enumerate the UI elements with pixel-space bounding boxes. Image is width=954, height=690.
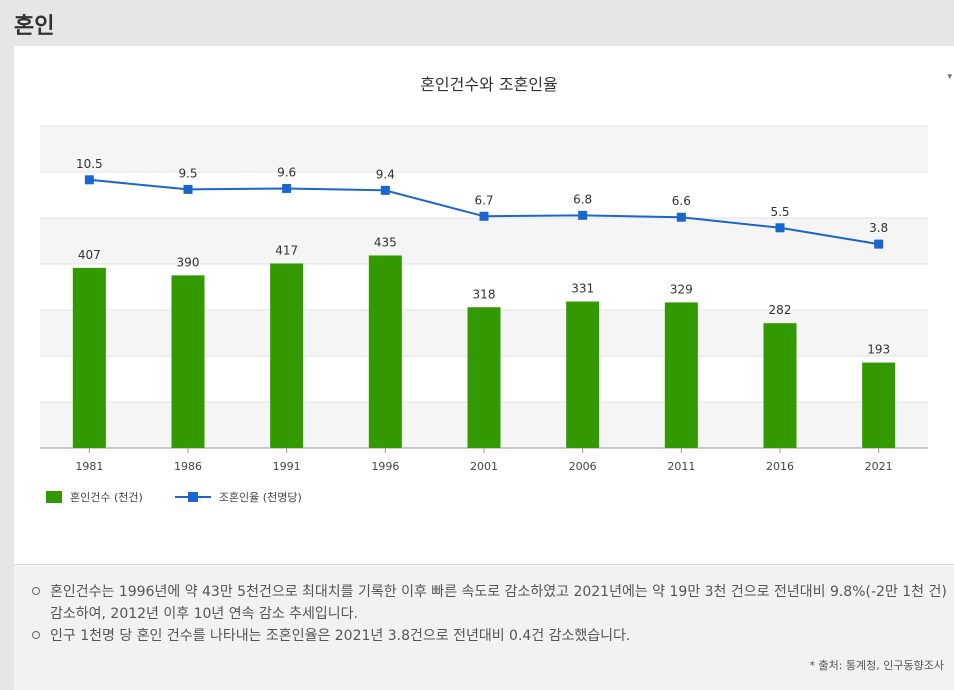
grid-band bbox=[40, 126, 928, 172]
x-tick-label: 1996 bbox=[371, 460, 399, 473]
grid-band bbox=[40, 172, 928, 218]
marriage-chart: 407 390 417 435 318 331 329 282 193 10.5 9.5 9.6 9.… bbox=[40, 75, 928, 473]
notes-box: 혼인건수는 1996년에 약 43만 5천건으로 최대치를 기록한 이후 빠른 … bbox=[14, 564, 954, 690]
bar-value-label: 329 bbox=[670, 282, 693, 296]
bar-value-label: 331 bbox=[571, 281, 594, 295]
x-tick-label: 1981 bbox=[75, 460, 103, 473]
line-point[interactable] bbox=[578, 210, 588, 220]
panel-edge-mark: ▾ bbox=[947, 72, 952, 82]
line-value-label: 5.5 bbox=[770, 205, 789, 219]
note-text: 혼인건수는 1996년에 약 43만 5천건으로 최대치를 기록한 이후 빠른 … bbox=[50, 584, 947, 622]
legend-bar-label: 혼인건수 (천건) bbox=[70, 491, 143, 504]
bar[interactable] bbox=[566, 301, 600, 448]
legend-line-swatch bbox=[174, 491, 211, 503]
line-value-label: 6.8 bbox=[573, 192, 592, 206]
source-citation: * 출처: 통계청, 인구동향조사 bbox=[809, 659, 944, 672]
x-tick-label: 2006 bbox=[569, 460, 597, 473]
line-point[interactable] bbox=[775, 223, 785, 233]
legend-bar-swatch bbox=[46, 491, 62, 503]
line-value-label: 9.4 bbox=[376, 167, 395, 181]
bar[interactable] bbox=[368, 255, 402, 448]
x-tick-label: 1986 bbox=[174, 460, 202, 473]
line-point[interactable] bbox=[676, 212, 686, 222]
bar-value-label: 318 bbox=[473, 287, 496, 301]
bar-value-label: 417 bbox=[275, 243, 298, 257]
x-axis-ticks: 1981 1986 1991 1996 2001 2006 2011 2016 2021 bbox=[75, 448, 893, 473]
bar[interactable] bbox=[763, 323, 797, 448]
notes-list: 혼인건수는 1996년에 약 43만 5천건으로 최대치를 기록한 이후 빠른 … bbox=[14, 565, 954, 647]
bar[interactable] bbox=[270, 263, 304, 448]
x-tick-label: 1991 bbox=[273, 460, 301, 473]
line-value-labels: 10.5 9.5 9.6 9.4 6.7 6.8 6.6 5.5 3.8 bbox=[76, 157, 888, 235]
bar-value-label: 282 bbox=[769, 303, 792, 317]
note-text: 인구 1천명 당 혼인 건수를 나타내는 조혼인율은 2021년 3.8건으로 … bbox=[50, 628, 631, 644]
line-point[interactable] bbox=[84, 175, 94, 185]
circle-bullet-icon bbox=[32, 587, 40, 595]
bar-value-label: 435 bbox=[374, 235, 397, 249]
line-value-label: 6.7 bbox=[474, 193, 493, 207]
line-point[interactable] bbox=[183, 184, 193, 194]
line-value-label: 9.5 bbox=[178, 166, 197, 180]
bar-value-label: 390 bbox=[177, 255, 200, 269]
bar-value-label: 193 bbox=[867, 343, 890, 357]
page-title: 혼인 bbox=[14, 14, 55, 39]
line-series bbox=[84, 175, 884, 249]
line-value-label: 9.6 bbox=[277, 165, 296, 179]
line-value-label: 6.6 bbox=[672, 194, 691, 208]
note-item: 혼인건수는 1996년에 약 43만 5천건으로 최대치를 기록한 이후 빠른 … bbox=[32, 581, 954, 625]
line-point[interactable] bbox=[282, 183, 292, 193]
x-tick-label: 2016 bbox=[766, 460, 794, 473]
bar[interactable] bbox=[72, 267, 106, 448]
note-item: 인구 1천명 당 혼인 건수를 나타내는 조혼인율은 2021년 3.8건으로 … bbox=[32, 625, 954, 647]
legend-item-line[interactable]: 조혼인율 (천명당) bbox=[174, 489, 302, 505]
bar-series bbox=[72, 255, 896, 448]
line-point[interactable] bbox=[380, 185, 390, 195]
line-value-label: 10.5 bbox=[76, 157, 103, 171]
chart-title: 혼인건수와 조혼인율 bbox=[420, 75, 558, 94]
bar[interactable] bbox=[171, 275, 205, 448]
x-tick-label: 2021 bbox=[865, 460, 893, 473]
bar-value-labels: 407 390 417 435 318 331 329 282 193 bbox=[78, 235, 890, 356]
circle-bullet-icon bbox=[32, 631, 40, 639]
x-tick-label: 2001 bbox=[470, 460, 498, 473]
chart-panel: ▾ 407 390 417 435 318 331 329 282 193 10.5 9.5 9.6… bbox=[14, 46, 954, 564]
bar[interactable] bbox=[664, 302, 698, 448]
line-point[interactable] bbox=[874, 239, 884, 249]
legend-line-label: 조혼인율 (천명당) bbox=[218, 491, 302, 504]
bar[interactable] bbox=[467, 307, 501, 448]
line-value-label: 3.8 bbox=[869, 221, 888, 235]
legend-item-bar[interactable]: 혼인건수 (천건) bbox=[46, 489, 143, 505]
bar-value-label: 407 bbox=[78, 248, 101, 262]
bar[interactable] bbox=[862, 362, 896, 448]
grid-band bbox=[40, 218, 928, 264]
chart-legend: 혼인건수 (천건) 조혼인율 (천명당) bbox=[46, 489, 334, 505]
x-tick-label: 2011 bbox=[667, 460, 695, 473]
line-point[interactable] bbox=[479, 211, 489, 221]
